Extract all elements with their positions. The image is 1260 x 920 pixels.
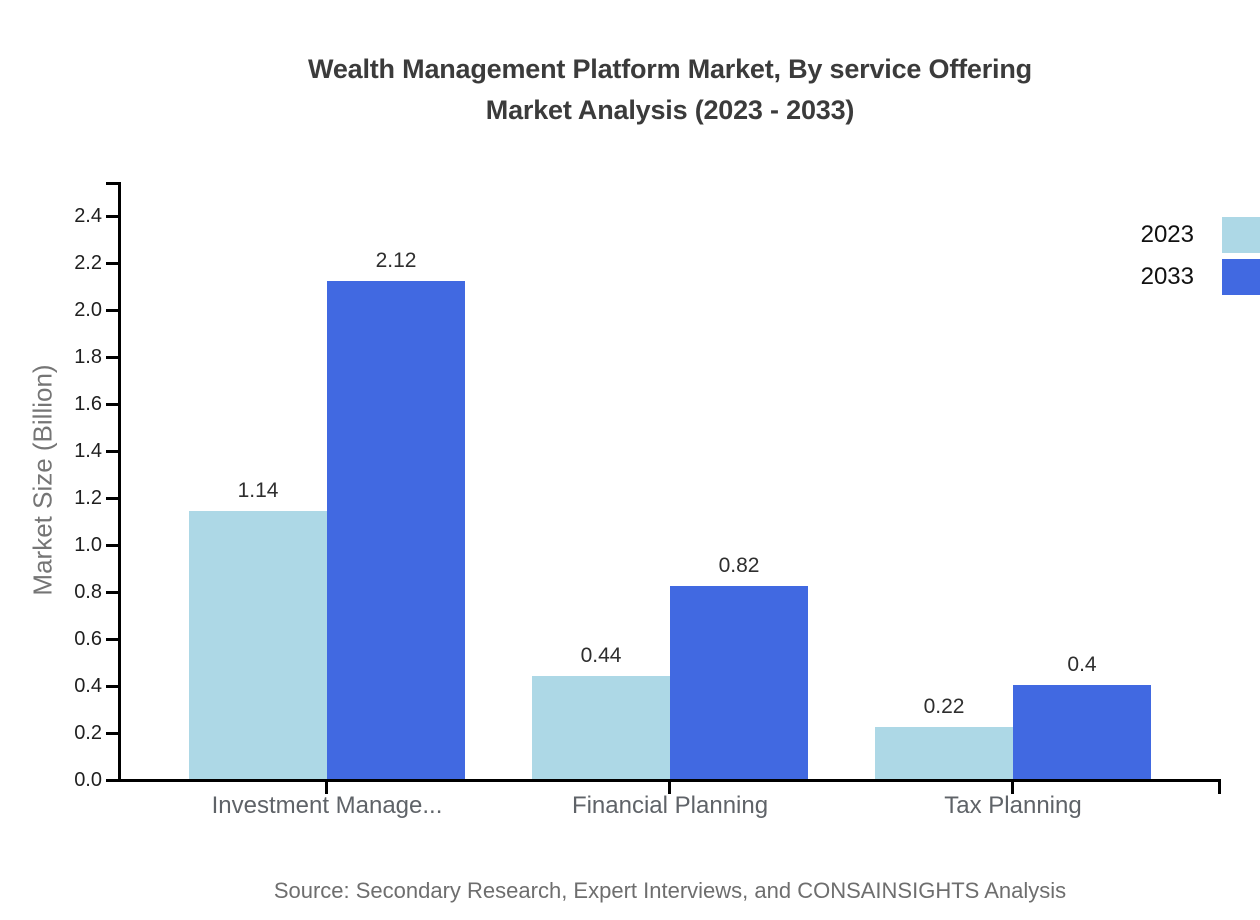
bar-2033: [1013, 685, 1151, 779]
bar-value-label: 2.12: [375, 249, 417, 272]
x-tick: [1011, 779, 1014, 794]
bar-2033: [327, 281, 465, 779]
bar-value-label: 0.4: [1067, 653, 1097, 676]
y-tick: [106, 638, 118, 641]
chart-title-line1: Wealth Management Platform Market, By se…: [308, 54, 1032, 84]
y-tick-label: 1.4: [74, 440, 102, 462]
chart-title-line2: Market Analysis (2023 - 2033): [485, 95, 855, 125]
y-tick-label: 2.4: [74, 205, 102, 227]
y-tick: [106, 732, 118, 735]
legend-swatch-2033: [1222, 259, 1260, 295]
bar-2023: [875, 727, 1013, 779]
bar-value-label: 0.22: [923, 695, 965, 718]
y-tick-label: 0.2: [74, 722, 102, 744]
category-label: Investment Manage...: [211, 792, 443, 819]
y-tick-label: 0.0: [74, 769, 102, 791]
bar-2023: [532, 676, 670, 779]
x-axis-line: [108, 779, 1221, 782]
legend-swatch-2023: [1222, 217, 1260, 253]
x-tick: [668, 779, 671, 794]
y-tick: [106, 450, 118, 453]
legend-label-2023: 2023: [1140, 221, 1194, 248]
y-tick: [106, 403, 118, 406]
legend-item-2023: 2023: [1141, 217, 1260, 253]
y-tick: [106, 544, 118, 547]
legend-label-2033: 2033: [1140, 263, 1194, 290]
x-axis-right-cap: [1218, 779, 1221, 794]
y-tick-label: 2.2: [74, 252, 102, 274]
category-label: Tax Planning: [944, 792, 1082, 819]
y-tick-label: 0.4: [74, 675, 102, 697]
x-tick: [325, 779, 328, 794]
y-tick-label: 0.6: [74, 628, 102, 650]
y-tick-label: 1.0: [74, 534, 102, 556]
y-tick: [106, 685, 118, 688]
y-tick-label: 0.8: [74, 581, 102, 603]
y-tick: [106, 356, 118, 359]
y-tick-label: 1.8: [74, 346, 102, 368]
y-tick: [106, 591, 118, 594]
y-tick-label: 1.6: [74, 393, 102, 415]
y-tick-label: 2.0: [74, 299, 102, 321]
y-tick: [106, 497, 118, 500]
chart-title: Wealth Management Platform Market, By se…: [80, 49, 1260, 131]
y-tick-label: 1.2: [74, 487, 102, 509]
legend-item-2033: 2033: [1141, 259, 1260, 295]
y-tick: [106, 215, 118, 218]
source-note: Source: Secondary Research, Expert Inter…: [273, 878, 1067, 903]
legend: 2023 2033: [1141, 217, 1260, 295]
y-tick: [106, 779, 118, 782]
bar-value-label: 1.14: [237, 479, 279, 502]
y-tick: [106, 309, 118, 312]
bar-value-label: 0.82: [718, 554, 760, 577]
bar-2033: [670, 586, 808, 779]
y-axis-line: [118, 182, 121, 782]
y-tick: [106, 262, 118, 265]
category-label: Financial Planning: [571, 792, 769, 819]
y-axis-top-cap: [106, 182, 119, 185]
bar-value-label: 0.44: [580, 644, 622, 667]
bar-2023: [189, 511, 327, 779]
